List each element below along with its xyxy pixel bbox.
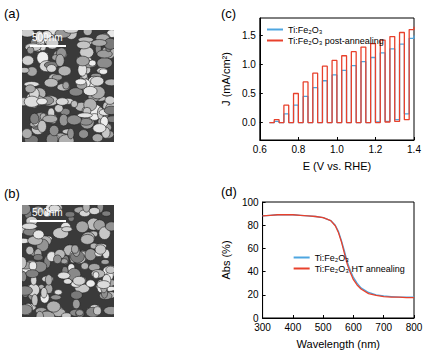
svg-text:400: 400 <box>285 322 302 333</box>
svg-text:Ti:Fe₂O₃ HT annealing: Ti:Fe₂O₃ HT annealing <box>315 264 405 274</box>
svg-text:Wavelength (nm): Wavelength (nm) <box>297 338 380 350</box>
svg-text:600: 600 <box>345 322 362 333</box>
svg-text:(d): (d) <box>221 184 237 199</box>
svg-text:0.6: 0.6 <box>253 144 267 155</box>
svg-text:1.5: 1.5 <box>242 30 256 41</box>
svg-text:E (V vs. RHE): E (V vs. RHE) <box>303 160 371 172</box>
html-text:(b): (b) <box>4 186 20 201</box>
svg-text:300: 300 <box>254 322 271 333</box>
svg-text:Abs (%): Abs (%) <box>220 240 232 279</box>
svg-text:Ti:Fe₂O₃ post-annealing: Ti:Fe₂O₃ post-annealing <box>288 36 384 46</box>
html-text:(a): (a) <box>4 6 20 21</box>
svg-text:500: 500 <box>315 322 332 333</box>
svg-text:0.0: 0.0 <box>242 117 256 128</box>
svg-text:20: 20 <box>247 289 259 300</box>
svg-text:(c): (c) <box>221 6 236 21</box>
svg-text:700: 700 <box>375 322 392 333</box>
svg-text:Ti:Fe₂O₃: Ti:Fe₂O₃ <box>315 253 350 263</box>
svg-text:100: 100 <box>242 197 259 208</box>
svg-text:60: 60 <box>247 243 259 254</box>
svg-text:40: 40 <box>247 266 259 277</box>
svg-text:0.5: 0.5 <box>242 88 256 99</box>
svg-text:1.4: 1.4 <box>407 144 421 155</box>
svg-text:J (mA/cm²): J (mA/cm²) <box>220 52 232 106</box>
svg-text:Ti:Fe₂O₃: Ti:Fe₂O₃ <box>288 25 323 35</box>
html-text:500nm: 500nm <box>32 207 63 218</box>
svg-text:80: 80 <box>247 220 259 231</box>
svg-text:0.8: 0.8 <box>291 144 305 155</box>
svg-text:1.0: 1.0 <box>242 59 256 70</box>
svg-text:1.2: 1.2 <box>368 144 382 155</box>
svg-text:800: 800 <box>406 322 423 333</box>
svg-text:0: 0 <box>253 312 259 324</box>
html-text:500nm: 500nm <box>32 32 63 43</box>
svg-text:1.0: 1.0 <box>330 144 344 155</box>
